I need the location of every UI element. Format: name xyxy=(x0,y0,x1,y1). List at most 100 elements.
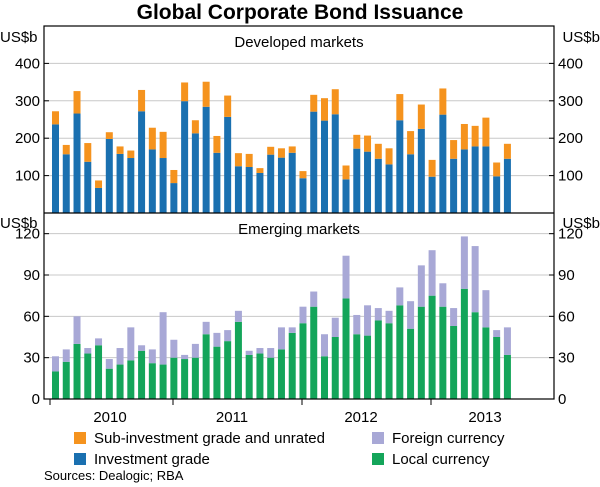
bar-developed-top xyxy=(471,125,479,147)
bar-emerging-top xyxy=(450,308,458,326)
bar-developed-top xyxy=(417,104,425,129)
bar-emerging-base xyxy=(62,361,70,399)
bar-emerging-top xyxy=(342,255,350,299)
bar-emerging-base xyxy=(417,306,425,399)
bar-emerging-top xyxy=(116,348,124,365)
bar-developed-base xyxy=(256,172,264,213)
y-tick-label-right: 100 xyxy=(558,168,583,185)
bar-developed-top xyxy=(374,143,382,159)
bar-developed-top xyxy=(116,146,124,154)
bar-developed-base xyxy=(138,111,146,213)
bar-emerging-top xyxy=(374,308,382,321)
y-unit-label-left: US$b xyxy=(0,29,38,46)
bar-emerging-base xyxy=(310,306,318,399)
bar-developed-base xyxy=(460,149,468,213)
bar-developed-top xyxy=(234,153,242,167)
bar-emerging-base xyxy=(321,356,328,399)
legend-label: Foreign currency xyxy=(392,430,505,447)
bar-developed-base xyxy=(471,146,479,213)
bar-emerging-base xyxy=(331,337,339,399)
bar-developed-top xyxy=(385,148,393,165)
bar-developed-top xyxy=(127,150,135,159)
bar-emerging-top xyxy=(321,334,328,357)
bar-developed-base xyxy=(105,138,113,213)
chart: Global Corporate Bond Issuance Developed… xyxy=(0,1,600,426)
legend-label: Sub-investment grade and unrated xyxy=(94,430,325,447)
bar-emerging-base xyxy=(277,349,285,399)
bar-developed-base xyxy=(127,158,135,213)
bar-emerging-base xyxy=(439,306,447,399)
bar-emerging-top xyxy=(288,327,296,333)
bar-developed-base xyxy=(396,120,404,213)
bar-emerging-base xyxy=(105,368,113,399)
bar-emerging-base xyxy=(450,325,458,399)
bar-developed-base xyxy=(299,178,307,213)
y-unit-label-left: US$b xyxy=(0,215,38,232)
bar-developed-base xyxy=(331,114,339,213)
bar-developed-base xyxy=(450,158,458,213)
bar-developed-top xyxy=(245,153,253,167)
bar-developed-top xyxy=(95,180,103,188)
bar-emerging-top xyxy=(407,301,415,329)
y-tick-label-left: 30 xyxy=(23,350,40,367)
bar-developed-top xyxy=(353,134,361,149)
bar-emerging-top xyxy=(170,339,178,358)
legend: Sub-investment grade and unrated Foreign… xyxy=(74,430,574,470)
bar-emerging-base xyxy=(471,312,479,399)
legend-swatch xyxy=(74,453,86,465)
bar-emerging-base xyxy=(267,357,275,399)
bar-developed-base xyxy=(213,152,221,213)
y-tick-label-right: 120 xyxy=(558,226,583,243)
bar-emerging-base xyxy=(353,334,361,399)
bar-developed-top xyxy=(310,94,318,112)
y-tick-label-right: 90 xyxy=(558,267,575,284)
legend-swatch xyxy=(372,432,384,444)
y-tick-label-left: 120 xyxy=(15,226,40,243)
bar-emerging-base xyxy=(202,334,210,399)
y-tick-label-right: 30 xyxy=(558,350,575,367)
y-tick-label-left: 60 xyxy=(23,308,40,325)
bar-developed-base xyxy=(84,161,92,213)
y-tick-label-left: 100 xyxy=(15,168,40,185)
x-tick-label: 2012 xyxy=(344,409,377,426)
bar-emerging-top xyxy=(471,246,479,313)
bar-developed-base xyxy=(170,183,178,213)
bar-developed-top xyxy=(439,88,447,115)
bar-developed-top xyxy=(299,171,307,179)
y-tick-label-left: 0 xyxy=(32,391,40,408)
bar-emerging-base xyxy=(170,357,178,399)
bar-developed-top xyxy=(288,146,296,153)
bar-emerging-top xyxy=(105,359,113,369)
bar-emerging-top xyxy=(181,354,189,360)
legend-item-investment-grade: Investment grade xyxy=(74,451,210,469)
bar-emerging-base xyxy=(493,337,501,399)
source-note: Sources: Dealogic; RBA xyxy=(44,468,184,483)
bar-emerging-top xyxy=(364,305,372,336)
bar-emerging-base xyxy=(256,353,264,399)
bar-developed-top xyxy=(62,144,70,155)
bar-developed-base xyxy=(321,120,328,213)
legend-swatch xyxy=(372,453,384,465)
bar-emerging-base xyxy=(84,353,92,399)
bar-developed-top xyxy=(460,123,468,150)
bar-emerging-base xyxy=(52,371,59,399)
bar-emerging-top xyxy=(224,330,232,342)
bar-developed-top xyxy=(364,135,372,152)
legend-label: Investment grade xyxy=(94,451,210,468)
bar-developed-base xyxy=(234,166,242,213)
bar-developed-base xyxy=(503,158,511,213)
y-unit-label-right: US$b xyxy=(562,215,600,232)
bar-emerging-top xyxy=(396,287,404,306)
bar-emerging-top xyxy=(245,350,253,355)
bar-emerging-base xyxy=(364,335,372,399)
legend-item-sub-investment: Sub-investment grade and unrated xyxy=(74,430,325,448)
bar-developed-base xyxy=(52,124,59,213)
panel-title: Emerging markets xyxy=(238,221,360,238)
bar-developed-top xyxy=(407,131,415,155)
y-tick-label-right: 400 xyxy=(558,55,583,72)
bar-developed-base xyxy=(407,154,415,213)
bar-emerging-top xyxy=(482,290,490,328)
bar-emerging-top xyxy=(310,291,318,307)
legend-swatch xyxy=(74,432,86,444)
bar-emerging-top xyxy=(202,321,210,335)
